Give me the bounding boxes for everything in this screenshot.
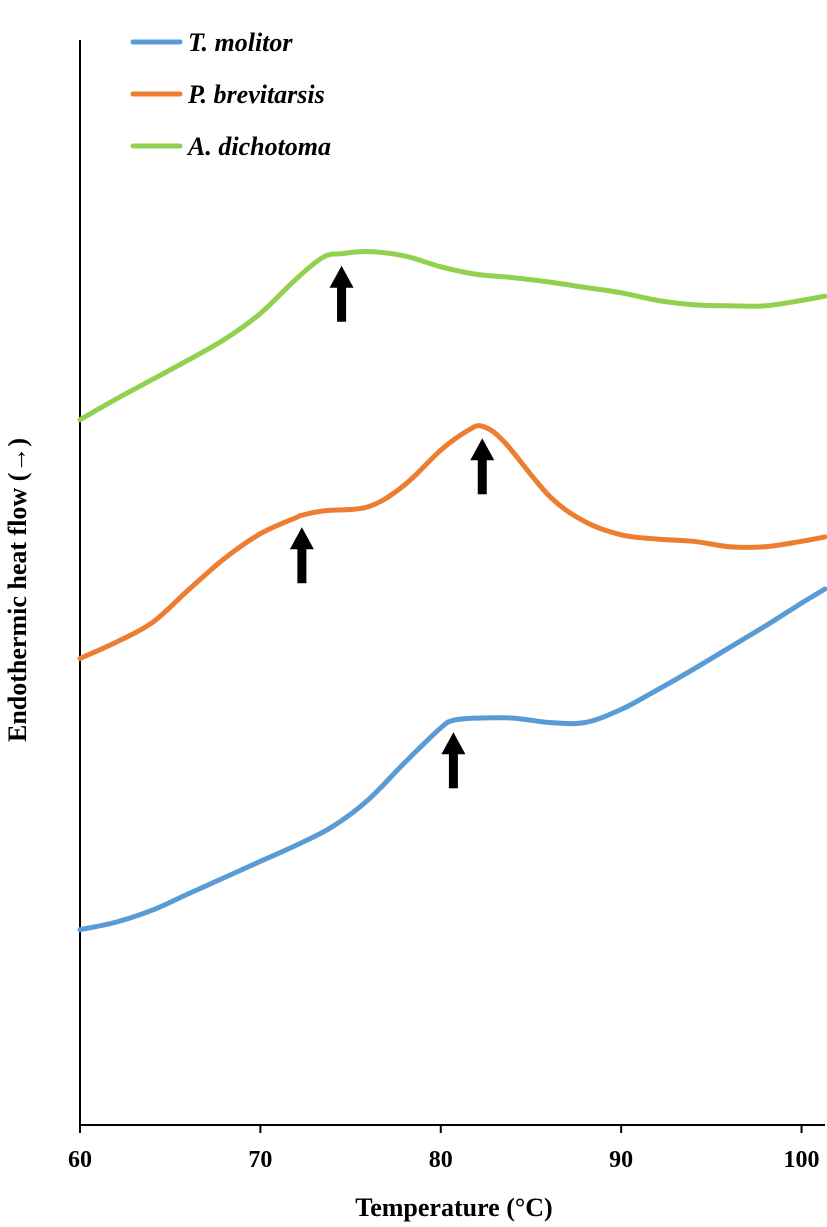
- peak-arrow-3: [470, 438, 495, 495]
- series-layer: [77, 249, 827, 933]
- plot-area: 60 70 80 90 100: [68, 40, 827, 1173]
- peak-arrow-1: [441, 732, 466, 789]
- legend: T. molitor P. brevitarsis A. dichotoma: [130, 28, 331, 161]
- legend-label-t-molitor: T. molitor: [188, 28, 293, 57]
- legend-label-p-brevitarsis: P. brevitarsis: [187, 80, 325, 109]
- x-tick-label-70: 70: [248, 1147, 272, 1173]
- peak-arrow-4: [329, 265, 354, 322]
- x-tick-label-80: 80: [429, 1147, 453, 1173]
- x-axis-ticks: 60 70 80 90 100: [68, 1125, 820, 1173]
- series-line-a-dichotoma: [77, 249, 827, 423]
- x-tick-label-90: 90: [609, 1147, 633, 1173]
- x-tick-label-100: 100: [784, 1147, 820, 1173]
- annotation-arrows: [289, 265, 495, 789]
- series-line-p-brevitarsis: [77, 423, 827, 661]
- legend-label-a-dichotoma: A. dichotoma: [186, 132, 331, 161]
- series-line-t-molitor: [77, 586, 827, 933]
- y-axis-title: Endothermic heat flow (→): [3, 438, 32, 742]
- peak-arrow-2: [289, 527, 314, 584]
- x-axis-title: Temperature (°C): [355, 1193, 552, 1222]
- x-tick-label-60: 60: [68, 1147, 92, 1173]
